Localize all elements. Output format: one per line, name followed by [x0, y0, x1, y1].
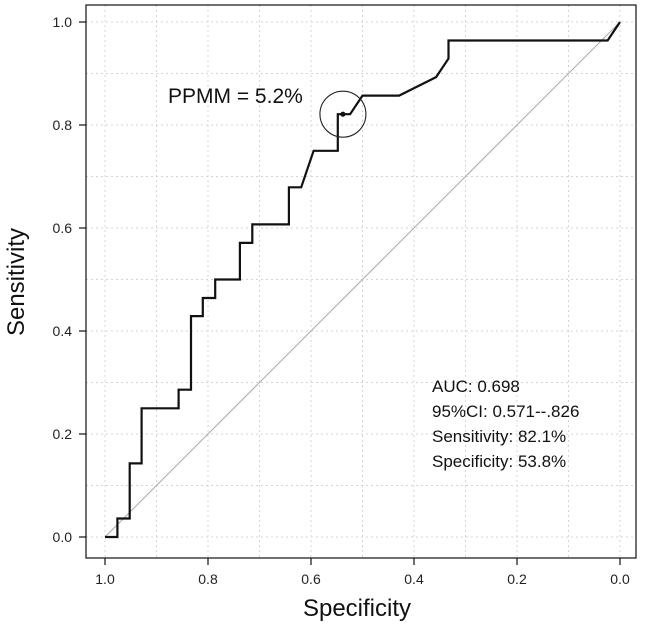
gridlines: [86, 5, 636, 558]
stat-auc: AUC: 0.698: [432, 377, 520, 396]
y-tick-label: 0.2: [53, 426, 73, 442]
y-tick-label: 0.8: [53, 117, 73, 133]
cutoff-highlight: [319, 90, 367, 138]
x-tick-label: 0.2: [507, 571, 527, 587]
y-tick-label: 1.0: [53, 14, 73, 30]
cutoff-circle: [319, 90, 367, 138]
y-tick-label: 0.4: [53, 323, 73, 339]
y-axis-title: Sensitivity: [3, 228, 30, 336]
reference-line: [104, 21, 621, 538]
y-tick-label: 0.0: [53, 529, 73, 545]
x-tick-label: 0.0: [610, 571, 630, 587]
roc-series-line: [105, 21, 621, 539]
x-axis-ticks: 1.0 0.8 0.6 0.4 0.2 0.0: [95, 558, 630, 587]
x-tick-label: 0.8: [198, 571, 218, 587]
x-tick-label: 0.6: [301, 571, 321, 587]
roc-curve: [105, 21, 621, 539]
reference-diagonal: [104, 21, 621, 538]
cutoff-point: [340, 111, 346, 117]
y-axis-ticks: 0.0 0.2 0.4 0.6 0.8 1.0: [53, 14, 86, 545]
stat-specificity: Specificity: 53.8%: [432, 452, 566, 471]
x-tick-label: 1.0: [95, 571, 115, 587]
stats-box: AUC: 0.698 95%CI: 0.571--.826 Sensitivit…: [432, 377, 579, 471]
stat-sensitivity: Sensitivity: 82.1%: [432, 427, 566, 446]
stat-ci: 95%CI: 0.571--.826: [432, 402, 579, 421]
plot-frame: [85, 4, 637, 559]
x-tick-label: 0.4: [404, 571, 424, 587]
x-axis-title: Specificity: [303, 595, 411, 622]
cutoff-label: PPMM = 5.2%: [168, 85, 303, 108]
y-tick-label: 0.6: [53, 220, 73, 236]
